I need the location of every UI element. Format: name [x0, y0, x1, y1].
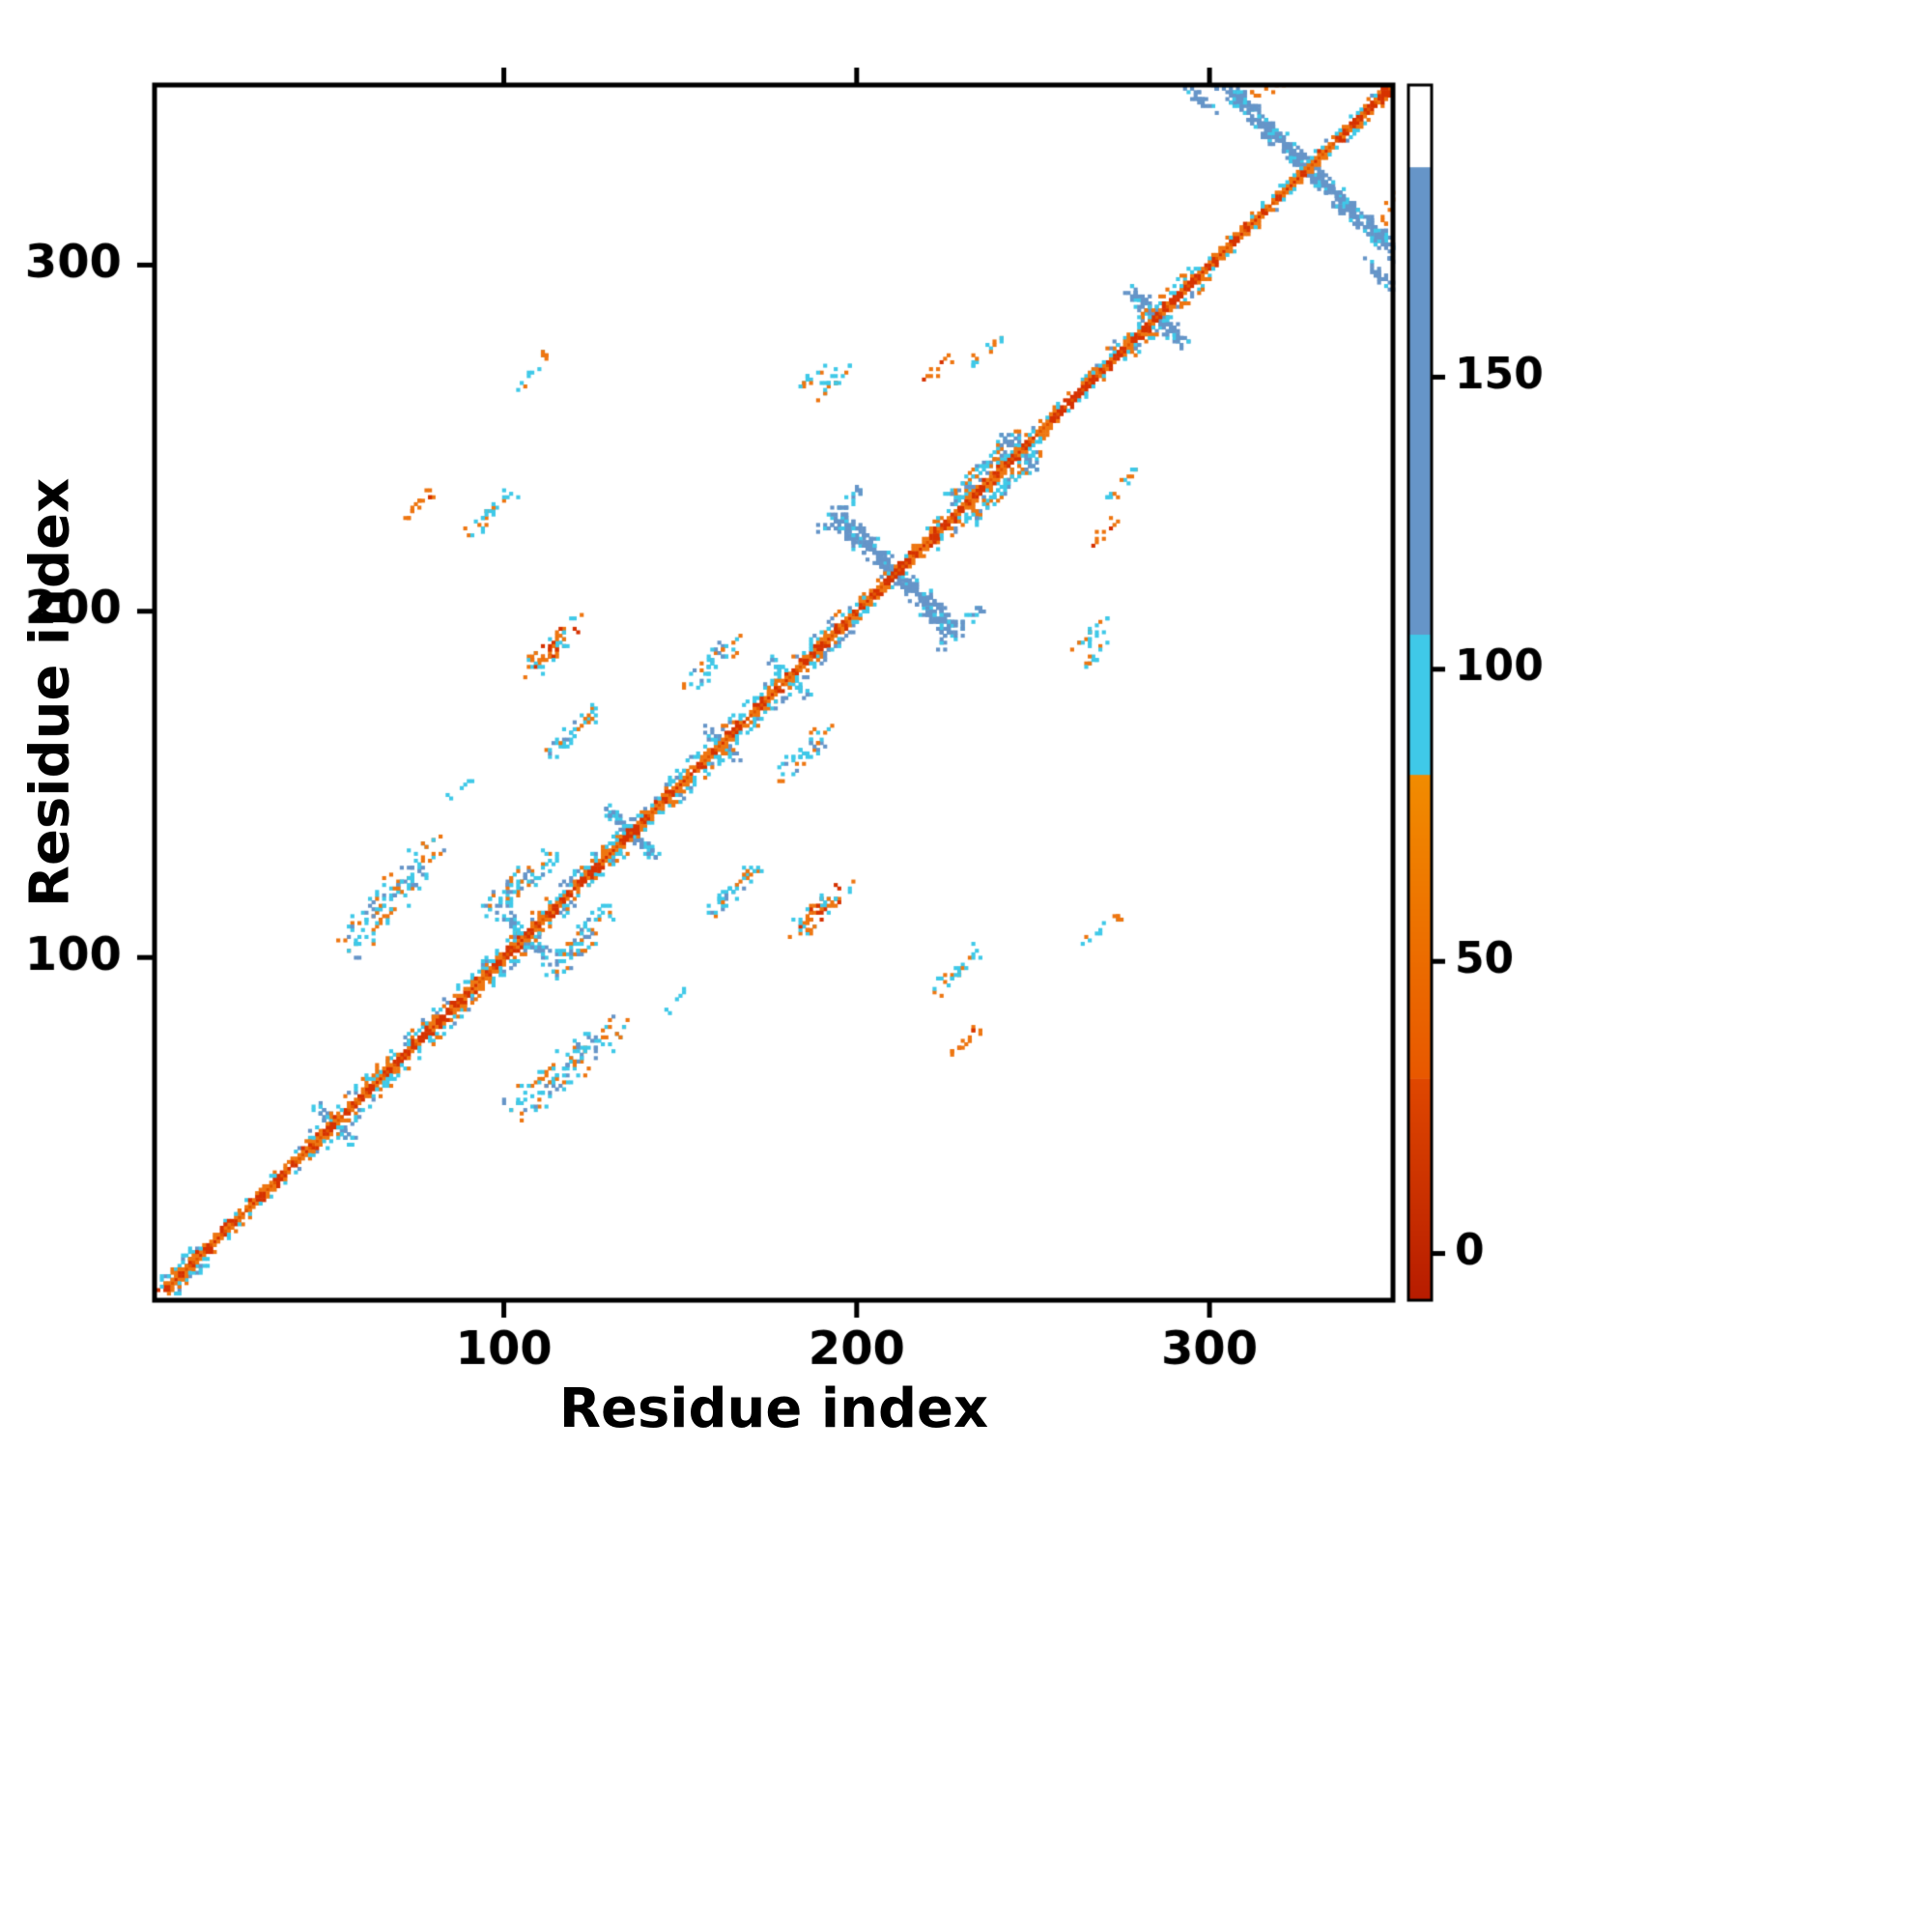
x-axis-label: Residue index [558, 1378, 989, 1440]
y-axis-label: Residue index [18, 477, 82, 908]
